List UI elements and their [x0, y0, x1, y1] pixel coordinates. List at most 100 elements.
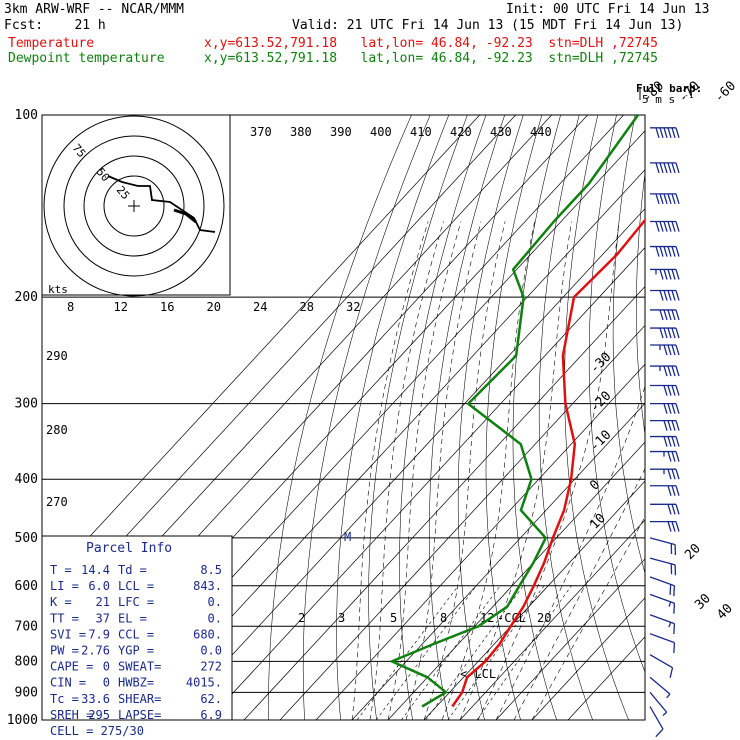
theta-label: 370	[250, 125, 272, 139]
moist-adiabat-line	[477, 221, 620, 720]
parcel-info-value: 37	[96, 611, 110, 625]
wind-barb	[649, 576, 676, 597]
wind-barb-staff	[649, 557, 676, 566]
parcel-info-value: 0.	[208, 595, 222, 609]
parcel-info-key: SVI =	[50, 627, 86, 641]
wind-barb-flag	[671, 290, 676, 301]
parcel-info-value: 680.	[193, 627, 222, 641]
wind-barb-flag	[669, 584, 672, 595]
moist-adiabat-line	[459, 221, 572, 720]
pressure-tick-label: 500	[15, 531, 38, 546]
wind-barb	[650, 365, 680, 377]
wind-barb-flag	[667, 365, 672, 377]
isotherm-label: -10	[587, 428, 614, 455]
hodograph-ring	[103, 175, 165, 237]
dewpoint-label: Dewpoint temperature	[8, 51, 165, 66]
wind-barb-flag	[663, 246, 668, 257]
moist-adiabat-line	[405, 221, 482, 720]
theta-label: 410	[410, 125, 432, 139]
wind-barb	[650, 344, 680, 356]
mixing-ratio-line	[401, 585, 501, 720]
wind-barb-flag	[675, 162, 680, 174]
wind-barb-flag	[663, 403, 668, 414]
wind-barb-flag	[675, 290, 680, 301]
mixing-ratio-line	[356, 585, 459, 720]
pressure-tick-label: 1000	[7, 713, 38, 728]
hodograph-units: kts	[48, 283, 68, 296]
wind-barb-flag	[671, 127, 676, 139]
wind-barb-flag	[655, 162, 660, 174]
wind-barb-flag	[671, 436, 676, 447]
wind-barb-flag	[667, 221, 672, 232]
wind-barb-flag	[671, 221, 676, 232]
dry-adiabat-line	[659, 115, 740, 733]
wind-barb-flag	[663, 269, 668, 280]
dry-adiabat-line	[564, 115, 629, 720]
wind-barb-flag	[667, 469, 672, 480]
wind-barb-flag	[673, 585, 676, 597]
isotherm-line	[42, 115, 480, 589]
parcel-info-value: 2.76	[81, 644, 110, 658]
isotherm-label: 30	[692, 591, 714, 613]
isotherm-line	[531, 597, 645, 720]
hodograph-trace	[107, 175, 216, 233]
wind-barb-flag	[659, 127, 664, 139]
temperature-profile	[451, 218, 645, 708]
wind-barb-flag	[675, 403, 680, 414]
isotherm-label: 40	[714, 601, 736, 623]
parcel-info-value: 0.0	[200, 644, 222, 658]
dry-adiabat-line	[703, 115, 740, 733]
wind-barb	[649, 654, 674, 679]
theta-label: 390	[330, 125, 352, 139]
wind-barb	[650, 485, 680, 496]
moist-adiabat-line	[495, 385, 645, 720]
wind-barb-flag	[667, 309, 672, 321]
wind-barb-flag	[673, 623, 676, 635]
parcel-info-key: SHEAR=	[118, 692, 161, 706]
theta-side-label: 290	[46, 349, 68, 363]
lfc-marker: M	[344, 530, 351, 544]
wind-barb-flag	[663, 436, 668, 447]
wind-barb-flag	[667, 127, 672, 139]
mixing-ratio-line	[375, 585, 477, 720]
full-barb-unit: -1	[684, 91, 694, 100]
wind-barb-staff	[649, 654, 673, 669]
wind-barb-flag	[655, 246, 660, 257]
wind-barb-flag	[663, 327, 668, 339]
wind-barb-flag	[675, 193, 680, 205]
theta-side-label: 280	[46, 423, 68, 437]
parcel-info-value: 272	[200, 660, 222, 674]
wind-barb-flag	[675, 344, 680, 356]
speed-tick-label: 24	[253, 300, 267, 314]
moist-adiabat-line	[513, 467, 645, 720]
wind-barb	[649, 557, 677, 576]
pressure-tick-label: 100	[15, 108, 38, 123]
wind-barb-flag	[671, 327, 676, 339]
moist-adiabat-line	[387, 221, 462, 720]
wind-barb-staff	[649, 676, 671, 695]
wind-barb-flag	[675, 436, 680, 447]
wind-barb-flag	[663, 309, 668, 321]
wind-barb	[650, 162, 680, 174]
parcel-info-key: T =	[50, 563, 72, 577]
moist-adiabat-line	[351, 221, 429, 720]
dry-adiabat-line	[368, 115, 468, 720]
wind-barb	[650, 503, 680, 515]
wind-barb-flag	[675, 521, 680, 532]
wind-barb-staff	[649, 691, 668, 713]
full-barb-value: 5 m s	[642, 93, 675, 106]
dry-adiabat-line	[485, 115, 543, 720]
wind-barb	[650, 468, 680, 480]
isotherm-label: 0	[587, 477, 603, 493]
wind-barb-flag	[655, 728, 664, 738]
parcel-info-key: Tc =	[50, 692, 79, 706]
wind-barb	[650, 289, 680, 301]
wind-barb-flag	[659, 309, 664, 321]
pressure-tick-label: 800	[15, 654, 38, 669]
isotherm-label: -30	[587, 350, 614, 377]
parcel-info-key: LCL =	[118, 579, 154, 593]
lcl-label: <-LCL	[460, 667, 496, 681]
parcel-info-value: 8.5	[200, 563, 222, 577]
wind-barb-flag	[671, 365, 676, 377]
speed-tick-label: 32	[346, 300, 360, 314]
